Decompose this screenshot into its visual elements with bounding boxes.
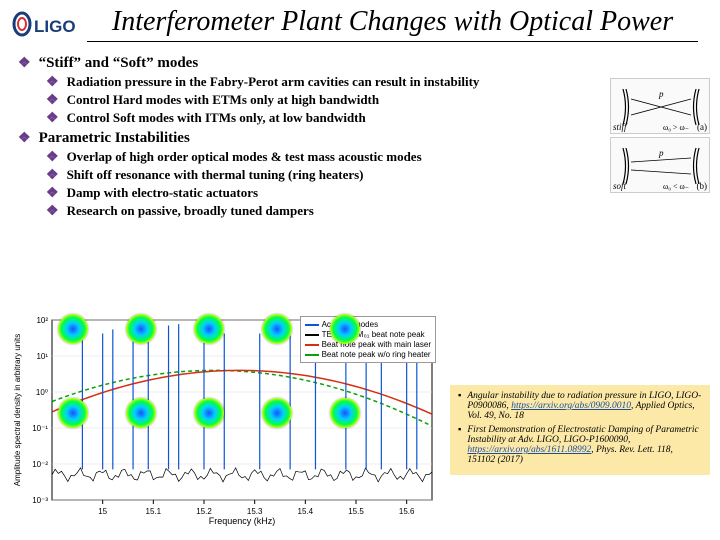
bullet-text: Radiation pressure in the Fabry-Perot ar… xyxy=(67,74,480,90)
bullet-2-2: ❖ Shift off resonance with thermal tuning… xyxy=(46,167,702,184)
diamond-bullet-icon: ❖ xyxy=(46,92,59,109)
svg-text:15: 15 xyxy=(98,507,107,516)
bullet-1-1: ❖ Radiation pressure in the Fabry-Perot a… xyxy=(46,74,702,91)
diamond-bullet-icon: ❖ xyxy=(18,130,31,147)
stiff-mode-diagram: p stiff ω₀ > ω₋ (a) xyxy=(610,78,710,134)
svg-text:15.6: 15.6 xyxy=(399,507,415,516)
ligo-logo: LIGO xyxy=(12,6,87,42)
ref-text: First Demonstration of Electrostatic Dam… xyxy=(467,425,702,465)
references-box: ▪Angular instability due to radiation pr… xyxy=(450,385,710,475)
optical-mode-disc xyxy=(262,314,292,344)
mode-discs-row-1 xyxy=(58,314,360,344)
reference-item: ▪Angular instability due to radiation pr… xyxy=(458,391,702,421)
optical-mode-disc xyxy=(194,314,224,344)
cavity-diagram: p stiff ω₀ > ω₋ (a) p soft ω₀ < ω₋ (b) xyxy=(610,78,710,196)
bullet-text: Shift off resonance with thermal tuning … xyxy=(67,167,364,183)
bullet-text: Control Soft modes with ITMs only, at lo… xyxy=(67,110,366,126)
bullet-2-4: ❖ Research on passive, broadly tuned damp… xyxy=(46,203,702,220)
svg-text:10¹: 10¹ xyxy=(36,352,48,361)
section-1-heading: ❖ “Stiff” and “Soft” modes xyxy=(18,55,702,72)
mode-discs-row-2 xyxy=(58,398,360,428)
soft-label: soft xyxy=(613,181,626,191)
diamond-bullet-icon: ❖ xyxy=(46,110,59,127)
diamond-bullet-icon: ❖ xyxy=(46,185,59,202)
bullet-text: Research on passive, broadly tuned dampe… xyxy=(67,203,314,219)
svg-text:15.1: 15.1 xyxy=(146,507,162,516)
diamond-bullet-icon: ❖ xyxy=(46,167,59,184)
diamond-bullet-icon: ❖ xyxy=(46,149,59,166)
diag-b: (b) xyxy=(697,181,708,191)
slide-title: Interferometer Plant Changes with Optica… xyxy=(87,6,698,42)
stiff-eq: ω₀ > ω₋ xyxy=(663,123,689,132)
square-bullet-icon: ▪ xyxy=(458,391,461,421)
svg-text:15.3: 15.3 xyxy=(247,507,263,516)
diag-a: (a) xyxy=(697,122,707,132)
diamond-bullet-icon: ❖ xyxy=(46,74,59,91)
bullet-2-3: ❖ Damp with electro-static actuators xyxy=(46,185,702,202)
optical-mode-disc xyxy=(58,314,88,344)
svg-text:15.4: 15.4 xyxy=(298,507,314,516)
ref-link[interactable]: https://arxiv.org/abs/1611.08992 xyxy=(467,445,591,455)
soft-mode-diagram: p soft ω₀ < ω₋ (b) xyxy=(610,137,710,193)
ref-text: Angular instability due to radiation pre… xyxy=(467,391,702,421)
svg-text:Frequency (kHz): Frequency (kHz) xyxy=(209,516,276,526)
heading-text: Parametric Instabilities xyxy=(39,130,190,147)
svg-text:Amplitude spectral density in: Amplitude spectral density in arbitrary … xyxy=(13,334,22,487)
legend-item: Beat note peak w/o ring heater xyxy=(305,350,431,359)
legend-label: Beat note peak w/o ring heater xyxy=(322,350,431,359)
square-bullet-icon: ▪ xyxy=(458,425,461,465)
bullet-1-3: ❖ Control Soft modes with ITMs only, at l… xyxy=(46,110,702,127)
ref-link[interactable]: https://arxiv.org/abs/0909.0010 xyxy=(511,401,631,411)
bullet-text: Control Hard modes with ETMs only at hig… xyxy=(67,92,380,108)
diamond-bullet-icon: ❖ xyxy=(46,203,59,220)
svg-text:10⁰: 10⁰ xyxy=(36,388,48,397)
optical-mode-disc xyxy=(126,398,156,428)
heading-text: “Stiff” and “Soft” modes xyxy=(39,55,199,72)
svg-text:p: p xyxy=(658,89,664,99)
optical-mode-disc xyxy=(58,398,88,428)
reference-item: ▪First Demonstration of Electrostatic Da… xyxy=(458,425,702,465)
section-2-heading: ❖ Parametric Instabilities xyxy=(18,130,702,147)
bullet-1-2: ❖ Control Hard modes with ETMs only at hi… xyxy=(46,92,702,109)
diamond-bullet-icon: ❖ xyxy=(18,55,31,72)
bullet-text: Damp with electro-static actuators xyxy=(67,185,258,201)
optical-mode-disc xyxy=(126,314,156,344)
optical-mode-disc xyxy=(194,398,224,428)
svg-text:15.5: 15.5 xyxy=(348,507,364,516)
svg-text:p: p xyxy=(658,148,664,158)
slide-header: LIGO Interferometer Plant Changes with O… xyxy=(0,0,720,48)
svg-text:10⁻²: 10⁻² xyxy=(32,460,48,469)
bullet-text: Overlap of high order optical modes & te… xyxy=(67,149,422,165)
soft-eq: ω₀ < ω₋ xyxy=(663,182,689,191)
stiff-label: stiff xyxy=(613,122,627,132)
svg-text:10⁻¹: 10⁻¹ xyxy=(32,424,48,433)
svg-text:10²: 10² xyxy=(36,316,48,325)
svg-text:15.2: 15.2 xyxy=(196,507,212,516)
svg-text:10⁻³: 10⁻³ xyxy=(32,496,48,505)
optical-mode-disc xyxy=(330,314,360,344)
optical-mode-disc xyxy=(330,398,360,428)
bullet-2-1: ❖ Overlap of high order optical modes & t… xyxy=(46,149,702,166)
logo-text: LIGO xyxy=(34,17,76,36)
optical-mode-disc xyxy=(262,398,292,428)
